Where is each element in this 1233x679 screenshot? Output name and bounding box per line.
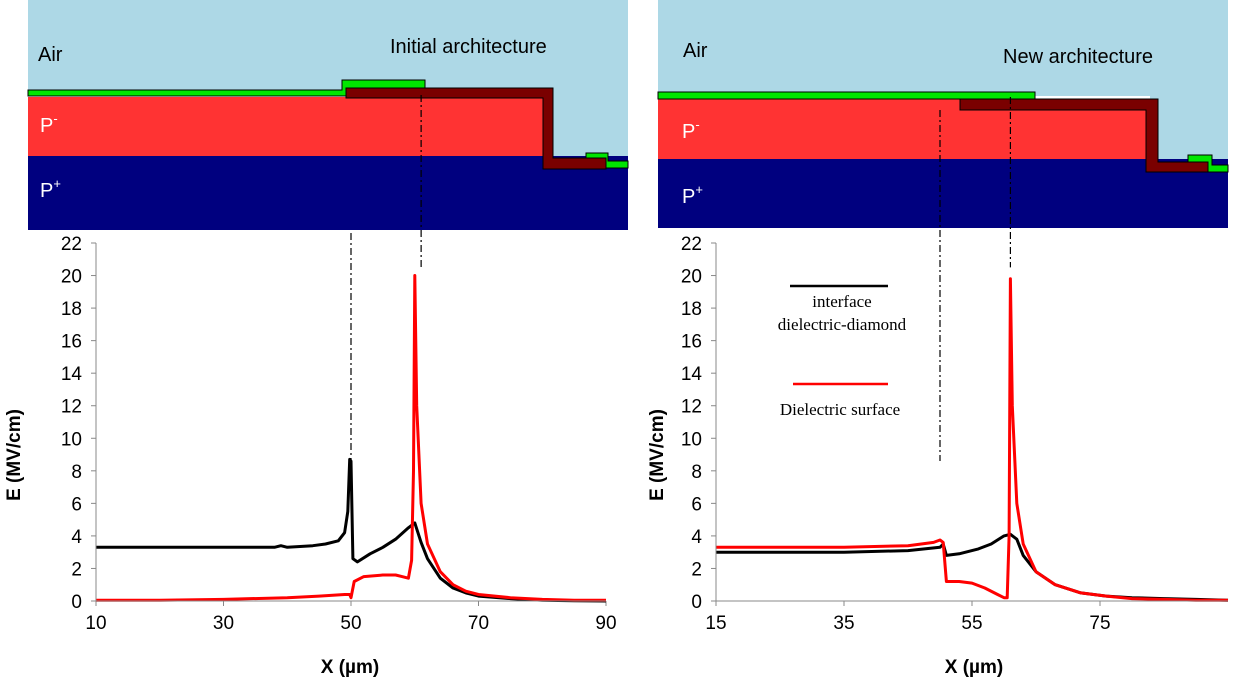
- left-step-air: [550, 92, 628, 156]
- left-y-axis-label: E (MV/cm): [4, 409, 25, 501]
- left-x-tick-label: 30: [213, 613, 234, 634]
- left-x-tick-label: 10: [85, 613, 106, 634]
- right-y-axis-label: E (MV/cm): [647, 409, 668, 501]
- right-y-tick-label: 20: [681, 267, 702, 288]
- left-y-ticks: 0 2 4 6 8 10 12 14 16 18 20 22: [61, 234, 96, 613]
- right-air-label: Air: [683, 40, 708, 62]
- left-y-tick-label: 22: [61, 234, 82, 255]
- right-dielectric: [959, 98, 1209, 173]
- left-x-ticks: 10 30 50 70 90: [85, 601, 617, 634]
- right-architecture-title: New architecture: [1003, 46, 1153, 68]
- right-p-minus-label: P-: [682, 117, 700, 143]
- right-y-tick-label: 10: [681, 429, 702, 450]
- left-x-tick-label: 90: [595, 613, 616, 634]
- legend-label-interface-line2: dielectric-diamond: [778, 315, 907, 334]
- left-y-tick-label: 0: [71, 592, 82, 613]
- right-chart: 0 2 4 6 8 10 12 14 16 18 20 22 15 35 55 75 X (µm) E (M…: [647, 97, 1229, 678]
- left-air-region: [28, 0, 628, 92]
- left-y-tick-label: 4: [71, 527, 82, 548]
- left-architecture-title: Initial architecture: [390, 36, 547, 58]
- right-y-tick-label: 12: [681, 397, 702, 418]
- right-air-region: [658, 0, 1228, 96]
- left-series: [96, 274, 607, 603]
- right-x-axis-label: X (µm): [945, 657, 1003, 678]
- left-series-line-interface: [96, 457, 607, 603]
- left-y-tick-label: 10: [61, 429, 82, 450]
- right-y-tick-label: 4: [691, 527, 702, 548]
- left-dielectric: [345, 87, 607, 170]
- right-series-line-interface: [716, 532, 1229, 602]
- right-y-tick-label: 0: [691, 592, 702, 613]
- left-p-plus-region: [28, 156, 628, 230]
- right-p-plus-label: P+: [682, 182, 703, 208]
- left-x-tick-label: 70: [468, 613, 489, 634]
- right-y-tick-label: 16: [681, 332, 702, 353]
- right-p-plus-region: [658, 159, 1228, 228]
- right-y-ticks: 0 2 4 6 8 10 12 14 16 18 20 22: [681, 234, 716, 613]
- right-x-tick-label: 35: [833, 613, 854, 634]
- right-guide-lines: [939, 97, 1012, 462]
- right-step-air: [1150, 96, 1228, 159]
- right-x-tick-label: 55: [961, 613, 982, 634]
- left-air-label: Air: [38, 44, 63, 66]
- left-y-tick-label: 12: [61, 397, 82, 418]
- left-y-tick-label: 20: [61, 267, 82, 288]
- right-x-tick-label: 15: [705, 613, 726, 634]
- right-series: [716, 277, 1229, 602]
- left-series-line-surface: [96, 274, 606, 602]
- left-p-minus-region: [28, 97, 628, 156]
- right-y-tick-label: 22: [681, 234, 702, 255]
- legend-label-surface: Dielectric surface: [780, 400, 900, 419]
- left-p-plus-label: P+: [40, 176, 61, 202]
- legend-label-interface-line1: interface: [812, 292, 871, 311]
- left-y-tick-label: 6: [71, 494, 82, 515]
- left-y-tick-label: 18: [61, 299, 82, 320]
- right-series-line-surface: [716, 277, 1228, 602]
- left-y-tick-label: 2: [71, 559, 82, 580]
- right-electrode: [657, 91, 1036, 100]
- right-y-tick-label: 8: [691, 462, 702, 483]
- left-p-minus-label: P-: [40, 111, 58, 137]
- right-y-tick-label: 6: [691, 494, 702, 515]
- left-schematic: Air Initial architecture P- P+: [27, 0, 629, 230]
- left-x-axis-label: X (µm): [321, 657, 379, 678]
- left-chart: 0 2 4 6 8 10 12 14 16 18 20 22 10 30 50 70 90 X (µm) E …: [4, 95, 617, 678]
- left-y-tick-label: 14: [61, 364, 83, 385]
- right-y-tick-label: 14: [681, 364, 703, 385]
- legend: interface dielectric-diamond Dielectric …: [778, 284, 907, 419]
- right-y-tick-label: 18: [681, 299, 702, 320]
- right-x-ticks: 15 35 55 75: [705, 601, 1111, 634]
- left-x-tick-label: 50: [340, 613, 361, 634]
- right-schematic: Air New architecture P- P+: [657, 0, 1229, 228]
- left-y-tick-label: 16: [61, 332, 82, 353]
- left-guide-lines: [350, 95, 422, 462]
- left-y-tick-label: 8: [71, 462, 82, 483]
- right-y-tick-label: 2: [691, 559, 702, 580]
- right-x-tick-label: 75: [1089, 613, 1110, 634]
